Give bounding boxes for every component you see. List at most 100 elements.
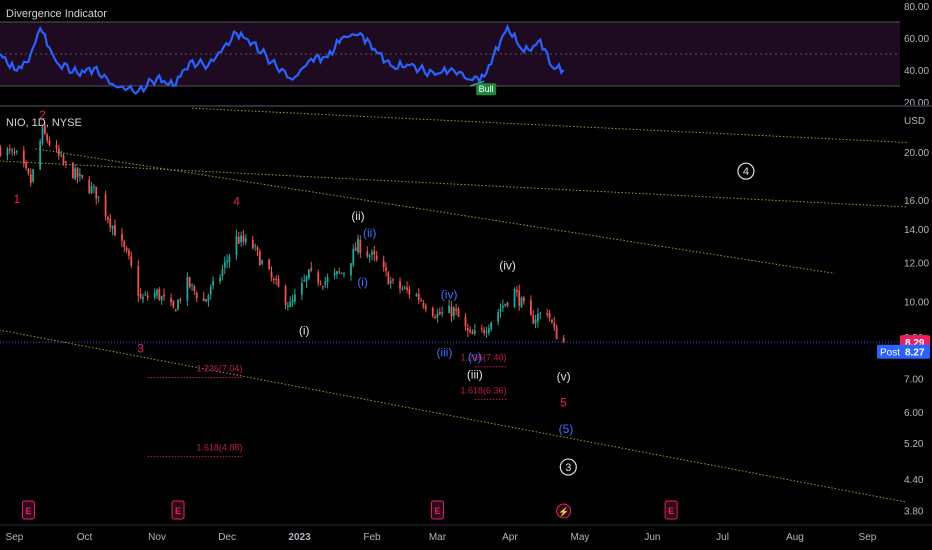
channel-lines xyxy=(0,107,908,503)
candle-body xyxy=(515,289,518,292)
candle-body xyxy=(537,314,539,322)
candle-body xyxy=(64,161,67,163)
candle-body xyxy=(78,173,81,176)
candle-body xyxy=(499,309,502,312)
candle-body xyxy=(352,249,355,266)
wave-label: (iii) xyxy=(436,346,452,360)
candle-body xyxy=(223,261,226,268)
candle-body xyxy=(128,250,130,256)
candle-body xyxy=(153,293,156,298)
price-tick-label: 3.80 xyxy=(904,507,924,518)
rsi-line xyxy=(0,23,565,96)
candle-body xyxy=(319,283,322,285)
candle-body xyxy=(431,307,434,316)
candle-body xyxy=(359,240,362,254)
candle-body xyxy=(403,287,406,289)
candle-body xyxy=(424,305,427,310)
candle-body xyxy=(354,247,357,251)
candle-body xyxy=(385,267,387,272)
candle-body xyxy=(322,286,324,288)
earnings-marker xyxy=(171,500,185,520)
candle-body xyxy=(202,298,205,301)
candle-body xyxy=(160,296,163,300)
candle-body xyxy=(382,261,385,268)
candle-body xyxy=(191,284,193,286)
candle-body xyxy=(308,269,310,279)
candle-body xyxy=(11,150,14,152)
candle-body xyxy=(41,127,44,144)
candle-body xyxy=(464,316,467,327)
candle-body xyxy=(501,305,504,308)
earnings-marker xyxy=(430,500,444,520)
candle-body xyxy=(62,155,65,164)
candle-body xyxy=(109,218,112,228)
candle-body xyxy=(139,294,142,298)
candle-body xyxy=(48,140,51,146)
candle-body xyxy=(275,279,278,281)
candle-body xyxy=(438,312,441,315)
candle-body xyxy=(114,225,116,236)
candle-body xyxy=(389,280,392,284)
candle-body xyxy=(270,271,273,278)
candle-body xyxy=(336,271,338,275)
wave-label: 5 xyxy=(560,396,567,410)
fib-level-label: 1.618(6.36) xyxy=(460,385,506,395)
candle-body xyxy=(177,300,179,310)
wave-label: (ii) xyxy=(351,209,364,223)
wave-label: (iv) xyxy=(441,287,458,301)
candle-body xyxy=(15,150,18,152)
rsi-tick-label: 80.00 xyxy=(904,2,929,13)
fib-levels: 1.236(7.04) 1.618(4.88) 1.236(7.40) 1.618(6… xyxy=(147,353,508,458)
candle-body xyxy=(146,295,149,298)
time-tick-label: Jul xyxy=(716,532,729,543)
candle-body xyxy=(415,294,418,297)
candle-body xyxy=(504,303,507,306)
channel-line xyxy=(0,329,908,503)
price-tick-label: 7.00 xyxy=(904,375,924,386)
candle-body xyxy=(107,217,109,220)
last-price-value: 8.29 xyxy=(905,338,925,349)
time-axis[interactable]: Sep Oct Nov Dec 2023 Feb Mar Apr May Jun Jul Aug Sep xyxy=(6,532,877,543)
candle-body xyxy=(121,234,123,241)
candle-body xyxy=(142,296,144,300)
time-tick-label: Mar xyxy=(429,532,447,543)
candle-body xyxy=(350,263,352,276)
candle-body xyxy=(254,245,257,247)
time-tick-label: Aug xyxy=(786,532,804,543)
earnings-marker xyxy=(21,500,35,520)
time-tick-label: Oct xyxy=(77,532,93,543)
rsi-axis[interactable]: 80.00 60.00 40.00 20.00 xyxy=(904,2,929,109)
candle-body xyxy=(483,329,486,333)
candlesticks xyxy=(0,122,565,344)
candle-body xyxy=(22,150,25,164)
candle-body xyxy=(13,152,16,154)
candle-body xyxy=(104,194,107,217)
price-tick-label: 12.00 xyxy=(904,258,929,269)
divergence-indicator-pane[interactable]: Bull Divergence Indicator 80.00 60.00 40.0… xyxy=(0,2,929,109)
candle-body xyxy=(371,252,373,255)
candle-body xyxy=(387,272,390,285)
candle-body xyxy=(466,328,469,331)
candle-body xyxy=(209,286,212,295)
candle-body xyxy=(237,236,240,244)
candle-body xyxy=(111,225,114,230)
candle-body xyxy=(420,300,422,302)
wave-label: (ii) xyxy=(363,226,376,240)
circled-wave-ring xyxy=(737,162,755,180)
candle-body xyxy=(0,146,2,156)
candle-body xyxy=(523,297,525,302)
candle-body xyxy=(272,279,275,281)
candle-body xyxy=(226,260,229,262)
candle-body xyxy=(125,247,128,251)
event-markers[interactable]: E E E E ⚡ xyxy=(21,500,678,520)
candle-body xyxy=(324,281,327,285)
price-pane[interactable]: 1.236(7.04) 1.618(4.88) 1.236(7.40) 1.618(6… xyxy=(0,107,930,520)
candle-body xyxy=(71,162,74,179)
wave-label: 3 xyxy=(137,342,144,356)
candle-body xyxy=(207,295,210,301)
candle-body xyxy=(81,174,84,178)
candle-body xyxy=(303,280,306,282)
candle-body xyxy=(46,134,49,141)
candle-body xyxy=(8,148,11,150)
